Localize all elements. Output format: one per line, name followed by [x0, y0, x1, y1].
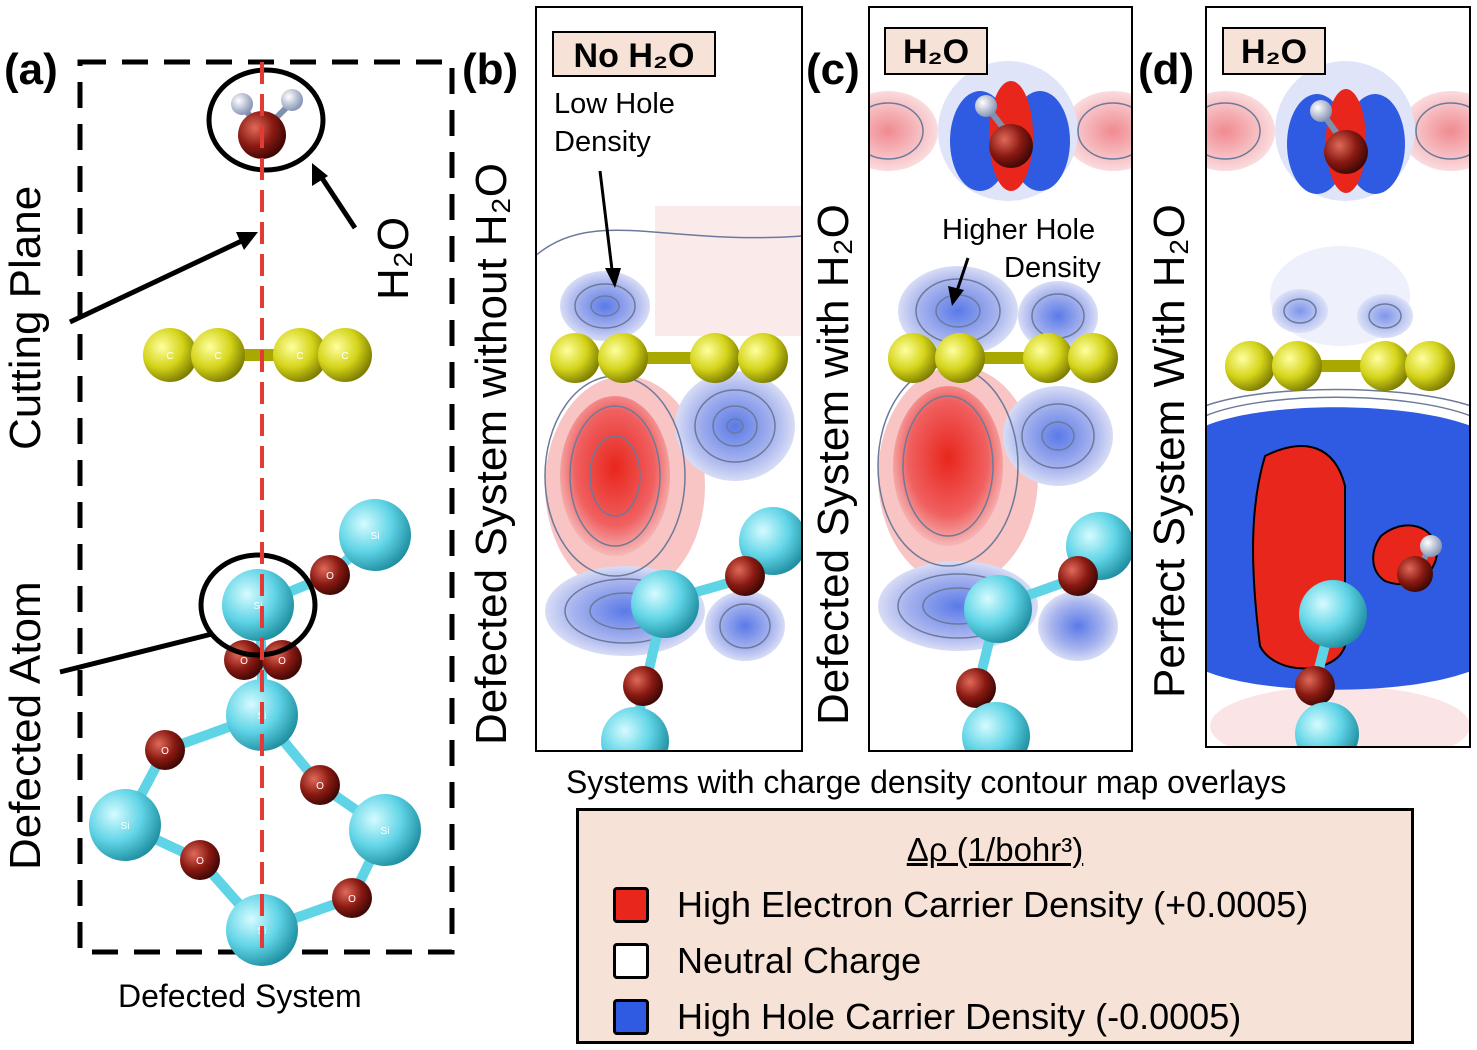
panel-c-letter: (c): [806, 45, 860, 94]
maps-caption: Systems with charge density contour map …: [566, 764, 1287, 800]
atom-letter: C: [341, 351, 348, 362]
cutting-plane-label: Cutting Plane: [1, 185, 50, 450]
panel-b-annotation-line1: Low Hole: [554, 88, 675, 120]
defected-atom-label: Defected Atom: [1, 581, 50, 870]
silicon-atom: [222, 569, 294, 641]
arrow-head: [312, 163, 328, 186]
panel-c-side-label: Defected System with H₂O: [809, 204, 858, 725]
panel-a-structure: C C C C Si O Si O O Si O O Si Si O O Si: [59, 59, 455, 966]
atom-letter: C: [214, 351, 221, 362]
legend-swatch-electron: [613, 887, 649, 923]
oxygen-atom: [180, 840, 220, 880]
oxygen-atom: [310, 555, 350, 595]
atom-letter: Si: [121, 821, 130, 832]
atom-letter: C: [166, 351, 173, 362]
water-hydrogen: [231, 93, 253, 115]
legend-swatch-hole: [613, 999, 649, 1035]
atom-letter: O: [316, 781, 324, 792]
water-circle: [206, 67, 326, 173]
atom-letter: O: [161, 746, 169, 757]
panel-b-annotation: Low Hole Density: [554, 86, 675, 161]
panel-d-side-label: Perfect System With H₂O: [1145, 204, 1194, 698]
atom-letter: Si: [371, 531, 380, 542]
silicon-atom: [89, 789, 161, 861]
legend-label-neutral: Neutral Charge: [677, 940, 922, 981]
oxygen-atom: [145, 730, 185, 770]
legend-item-neutral: Neutral Charge: [613, 939, 921, 983]
panel-b-map: [535, 6, 803, 752]
water-hydrogen: [281, 89, 303, 111]
atom-letter: O: [196, 856, 204, 867]
arrow-head: [236, 232, 258, 250]
silicon-atom: [339, 499, 411, 571]
panel-c-annotation-line2: Density: [1004, 251, 1101, 284]
panel-d-tag: H₂O: [1222, 27, 1326, 75]
atom-letter: Si: [381, 826, 390, 837]
legend-title: Δρ (1/bohr³): [906, 831, 1084, 868]
panel-c-annotation-line1: Higher Hole: [942, 214, 1096, 246]
legend-item-hole: High Hole Carrier Density (-0.0005): [613, 995, 1241, 1039]
defected-atom-circle: [198, 552, 318, 658]
oxygen-atom: [262, 640, 302, 680]
carbon-atom: [318, 328, 372, 382]
panel-c-annotation: Higher Hole Density: [942, 212, 1101, 287]
panel-d-letter: (d): [1138, 45, 1195, 94]
oxygen-atom: [300, 765, 340, 805]
legend: Δρ (1/bohr³) High Electron Carrier Densi…: [576, 808, 1414, 1044]
atom-letter: O: [240, 656, 248, 667]
legend-swatch-neutral: [613, 943, 649, 979]
panel-b-side-label: Defected System without H₂O: [467, 163, 516, 745]
silicon-atom: [349, 794, 421, 866]
legend-label-electron: High Electron Carrier Density (+0.0005): [677, 884, 1309, 925]
oxygen-atom: [332, 878, 372, 918]
atom-letter: C: [296, 351, 303, 362]
legend-label-hole: High Hole Carrier Density (-0.0005): [677, 996, 1242, 1037]
legend-item-electron: High Electron Carrier Density (+0.0005): [613, 883, 1308, 927]
h2o-label: H₂O: [369, 216, 418, 300]
carbon-atom: [273, 328, 327, 382]
panel-a-letter: (a): [4, 45, 58, 94]
panel-d-map: [1205, 6, 1471, 748]
panel-a-caption: Defected System: [118, 978, 362, 1014]
panel-b-tag: No H₂O: [552, 31, 716, 77]
carbon-atom: [143, 328, 197, 382]
atom-letter: Si: [254, 601, 263, 612]
panel-b-letter: (b): [462, 45, 519, 94]
atom-letter: O: [348, 894, 356, 905]
atom-letter: O: [278, 656, 286, 667]
panel-c-map: [868, 6, 1133, 752]
atom-letter: O: [326, 571, 334, 582]
carbon-atom: [191, 328, 245, 382]
panel-c-tag: H₂O: [884, 27, 988, 75]
panel-b-annotation-line2: Density: [554, 125, 651, 158]
